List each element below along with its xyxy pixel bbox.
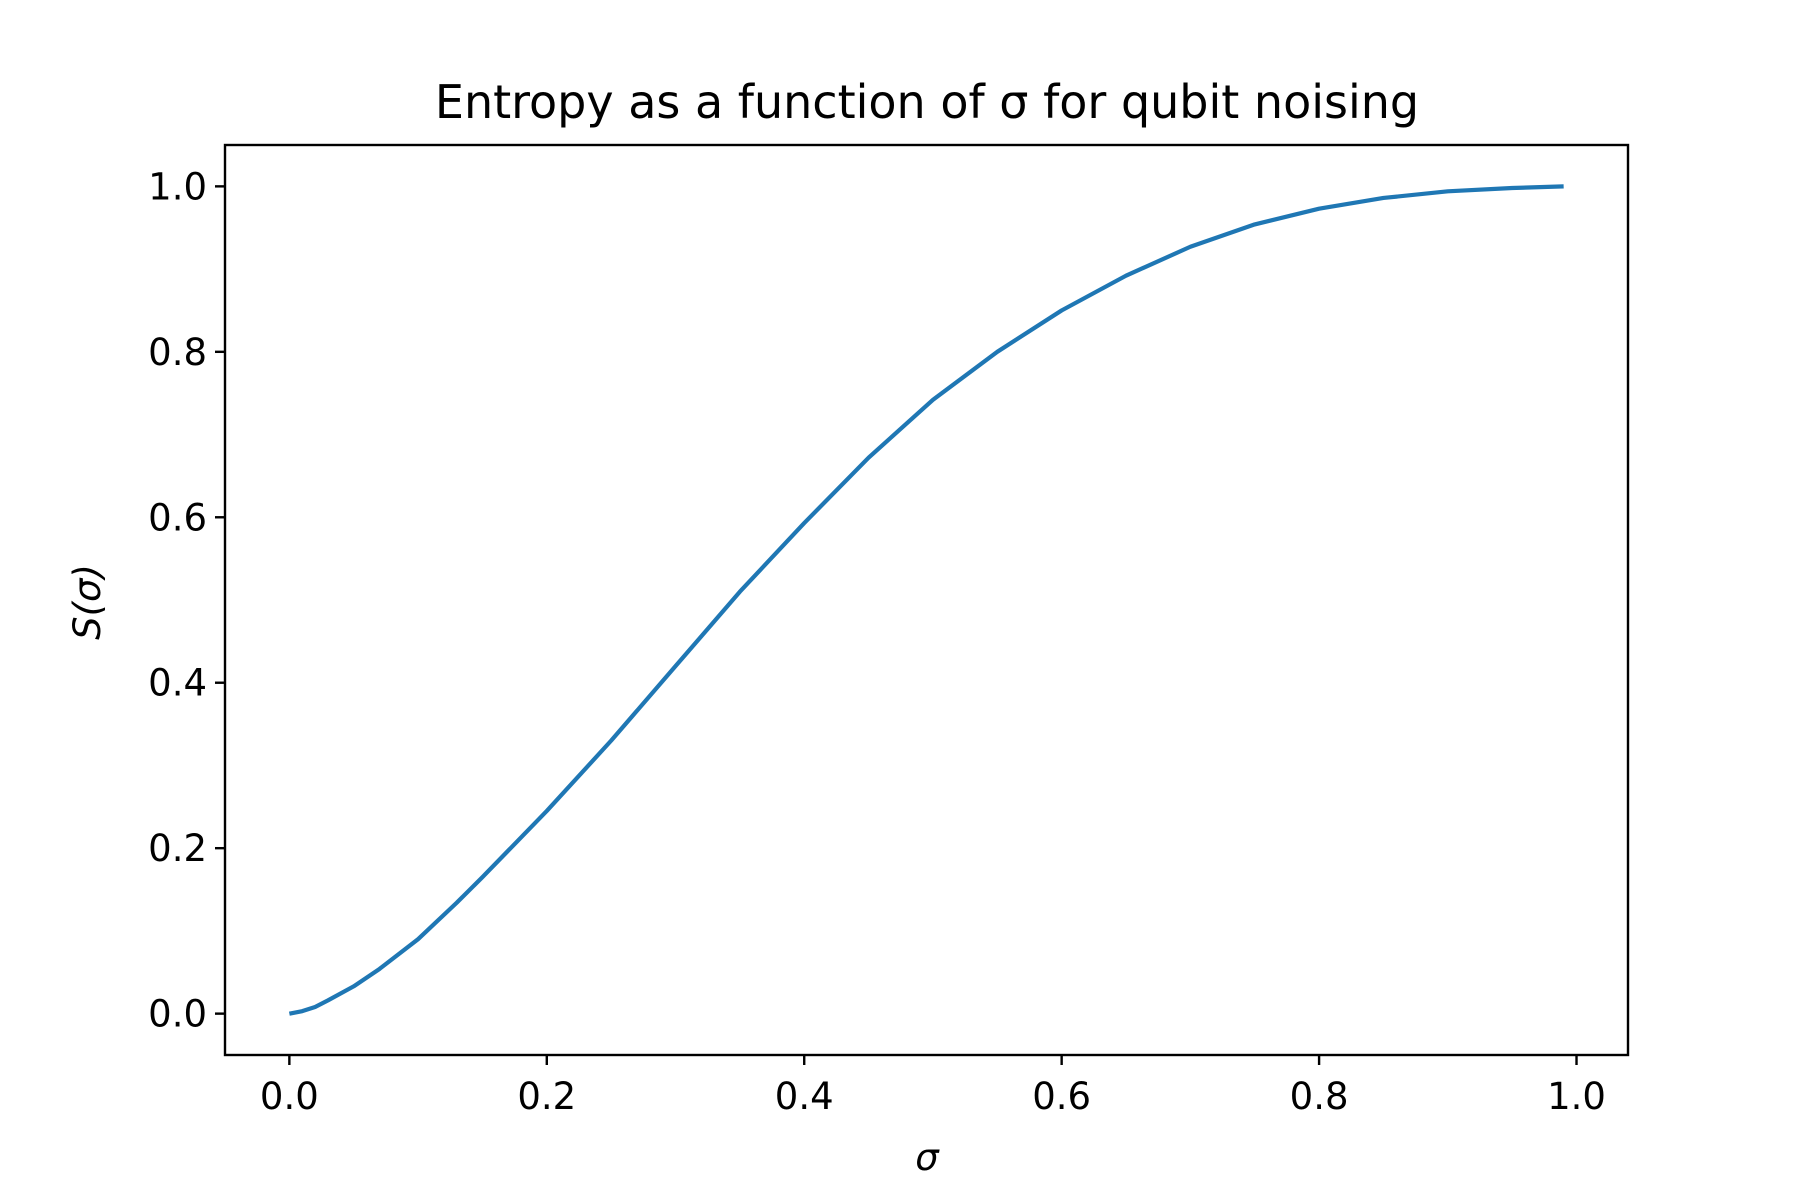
x-tick-label: 1.0 xyxy=(1547,1075,1606,1118)
series-line-0 xyxy=(288,184,1564,1016)
y-tick-label: 0.4 xyxy=(148,662,207,705)
y-axis: 0.0 0.2 0.4 0.6 0.8 1.0 xyxy=(148,165,225,1036)
plot-frame xyxy=(223,143,1630,1057)
y-tick-label: 1.0 xyxy=(148,165,207,208)
y-tick-label: 0.0 xyxy=(148,993,207,1036)
x-tick-label: 0.4 xyxy=(775,1075,834,1118)
y-tick-label: 0.2 xyxy=(148,827,207,870)
x-tick-label: 0.0 xyxy=(260,1075,319,1118)
x-tick-label: 0.8 xyxy=(1290,1075,1349,1118)
plot-area xyxy=(288,184,1564,1016)
y-tick-label: 0.8 xyxy=(148,331,207,374)
y-axis-label: S(σ) xyxy=(66,564,109,640)
x-tick-label: 0.6 xyxy=(1032,1075,1091,1118)
x-axis: 0.0 0.2 0.4 0.6 0.8 1.0 xyxy=(260,1055,1606,1118)
chart-title: Entropy as a function of σ for qubit noi… xyxy=(435,75,1419,129)
x-tick-label: 0.2 xyxy=(517,1075,576,1118)
x-axis-label: σ xyxy=(915,1136,940,1179)
y-tick-label: 0.6 xyxy=(148,496,207,539)
